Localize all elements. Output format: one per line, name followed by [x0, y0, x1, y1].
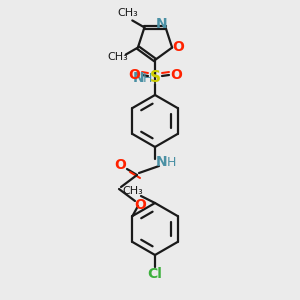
Text: O: O	[172, 40, 184, 54]
Text: N: N	[133, 71, 145, 85]
Text: CH₃: CH₃	[117, 8, 138, 18]
Text: O: O	[170, 68, 182, 82]
Text: O: O	[114, 158, 126, 172]
Text: H: H	[142, 71, 152, 85]
Text: CH₃: CH₃	[107, 52, 128, 61]
Text: CH₃: CH₃	[123, 186, 143, 196]
Text: H: H	[166, 155, 176, 169]
Text: S: S	[149, 70, 161, 85]
Text: N: N	[156, 17, 167, 32]
Text: N: N	[156, 155, 168, 169]
Text: Cl: Cl	[148, 267, 162, 281]
Text: O: O	[128, 68, 140, 82]
Text: O: O	[134, 198, 146, 212]
